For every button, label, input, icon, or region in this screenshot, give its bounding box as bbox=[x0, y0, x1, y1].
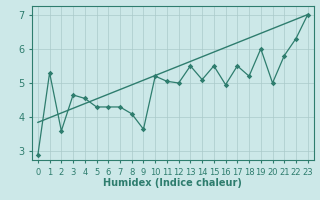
X-axis label: Humidex (Indice chaleur): Humidex (Indice chaleur) bbox=[103, 178, 242, 188]
